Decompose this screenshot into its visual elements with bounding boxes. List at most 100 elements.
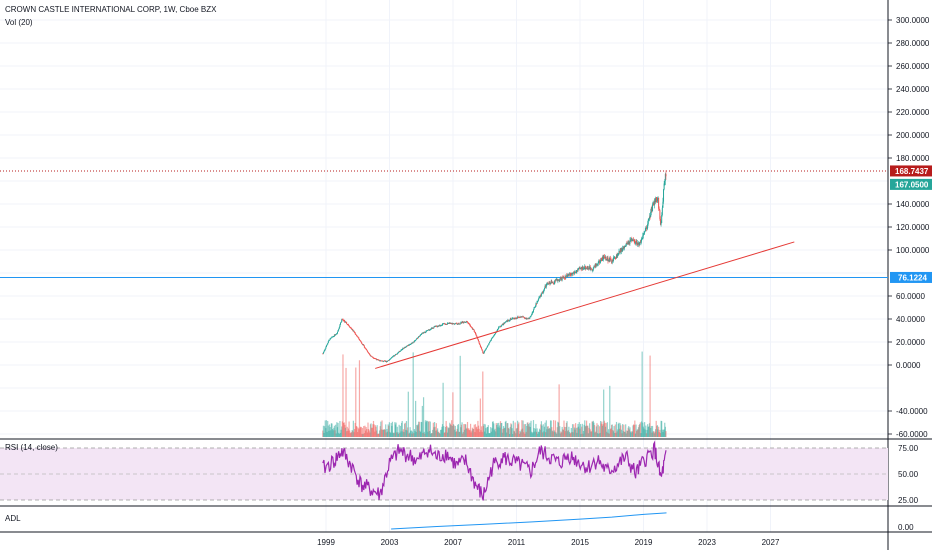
candle-body	[386, 361, 388, 363]
candle-body	[571, 273, 573, 275]
candle-body	[451, 323, 453, 325]
volume-bar	[611, 424, 613, 437]
volume-bar	[625, 424, 627, 437]
trend-line[interactable]	[375, 241, 795, 369]
candle-body	[489, 342, 491, 344]
candle-body	[578, 267, 580, 269]
candlestick-series[interactable]	[322, 170, 667, 363]
rsi-axis-ticks: 75.00 50.00 25.00	[898, 444, 919, 505]
price-axis-ticks[interactable]: 300.0000 280.0000 260.0000 240.0000 220.0000…	[888, 16, 930, 439]
candle-body	[546, 283, 548, 285]
candle-body	[467, 321, 469, 323]
candle-body	[411, 343, 413, 344]
volume-bar	[629, 431, 632, 437]
volume-bar	[537, 433, 539, 437]
volume-bar	[438, 431, 440, 437]
candle-body	[390, 357, 392, 359]
symbol-legend[interactable]: CROWN CASTLE INTERNATIONAL CORP, 1W, Cbo…	[5, 5, 217, 14]
volume-bar	[661, 421, 663, 437]
volume-bar	[424, 433, 426, 437]
candle-body	[650, 207, 652, 212]
candle-body	[656, 198, 658, 202]
candle-body	[639, 241, 641, 245]
candle-body	[412, 341, 414, 343]
volume-legend[interactable]: Vol (20)	[5, 18, 33, 27]
candle-body	[462, 321, 464, 323]
candle-body	[657, 197, 659, 200]
candle-body	[534, 307, 536, 309]
candle-body	[629, 239, 631, 244]
candle-body	[393, 355, 395, 357]
volume-bar	[361, 433, 363, 437]
candle-body	[470, 325, 472, 327]
candle-body	[628, 241, 630, 244]
volume-bar	[525, 431, 527, 437]
candle-body	[365, 347, 367, 349]
candle-body	[388, 359, 390, 361]
volume-bar	[500, 423, 502, 437]
candle-body	[652, 204, 654, 211]
volume-bar	[375, 426, 377, 437]
volume-bar	[611, 424, 613, 437]
candle-body	[414, 340, 416, 342]
candle-body	[374, 358, 376, 359]
volume-bar	[346, 431, 348, 437]
volume-bar	[568, 431, 571, 437]
candle-body	[596, 264, 598, 265]
volume-bar	[435, 423, 437, 437]
candle-body	[443, 323, 445, 325]
candle-body	[416, 338, 418, 340]
volume-bar	[413, 429, 416, 437]
volume-bar	[550, 420, 552, 437]
volume-bar	[576, 432, 578, 437]
candle-body	[582, 266, 584, 270]
volume-bar	[375, 430, 378, 437]
volume-bar	[353, 429, 356, 437]
candle-body	[587, 268, 589, 270]
volume-bar	[510, 423, 512, 437]
candle-body	[631, 239, 633, 241]
volume-bar	[450, 425, 452, 437]
candle-body	[498, 327, 500, 329]
volume-bar	[598, 426, 601, 437]
candle-body	[583, 268, 585, 269]
volume-bar	[323, 432, 325, 437]
volume-bar	[446, 432, 448, 437]
candle-body	[395, 353, 397, 355]
candle-body	[470, 326, 472, 328]
volume-bar	[524, 424, 527, 437]
rsi-legend[interactable]: RSI (14, close)	[5, 443, 58, 452]
candle-body	[585, 267, 587, 269]
volume-bar	[457, 423, 459, 437]
volume-bar	[590, 431, 593, 437]
candle-body	[625, 245, 627, 247]
adl-axis-ticks: 0.00	[898, 523, 914, 532]
volume-bar	[601, 425, 604, 437]
candle-body	[633, 239, 635, 241]
volume-bar	[606, 431, 608, 437]
volume-bar	[552, 431, 554, 437]
candle-body	[586, 267, 588, 269]
volume-bar	[503, 428, 505, 437]
price-tick-label: -40.0000	[896, 407, 928, 416]
rsi-tick-label: 50.00	[898, 470, 919, 479]
candle-body	[417, 337, 419, 339]
candle-body	[377, 359, 379, 360]
time-axis-ticks[interactable]: 1999 2003 2007 2011 2015 2019 2023 2027	[317, 538, 780, 547]
candle-body	[492, 336, 494, 338]
candle-body	[514, 317, 516, 319]
candle-body	[566, 275, 568, 277]
price-tick-label: -60.0000	[896, 430, 928, 439]
volume-bar	[580, 433, 582, 437]
adl-legend[interactable]: ADL	[5, 514, 21, 523]
vertical-gridlines	[325, 0, 771, 532]
candle-body	[609, 258, 611, 262]
candle-body	[576, 270, 578, 272]
candle-body	[579, 268, 581, 270]
volume-bar	[344, 424, 346, 437]
candle-body	[450, 323, 452, 324]
volume-bar	[602, 424, 604, 437]
volume-bar	[384, 429, 386, 437]
volume-bar	[453, 425, 455, 437]
